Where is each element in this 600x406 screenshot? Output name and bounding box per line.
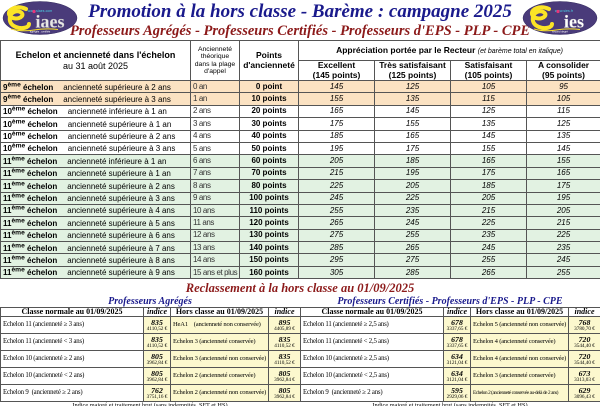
svg-text:agrégés . certifiés: agrégés . certifiés: [30, 30, 51, 34]
svg-text:second degré: second degré: [552, 30, 568, 34]
